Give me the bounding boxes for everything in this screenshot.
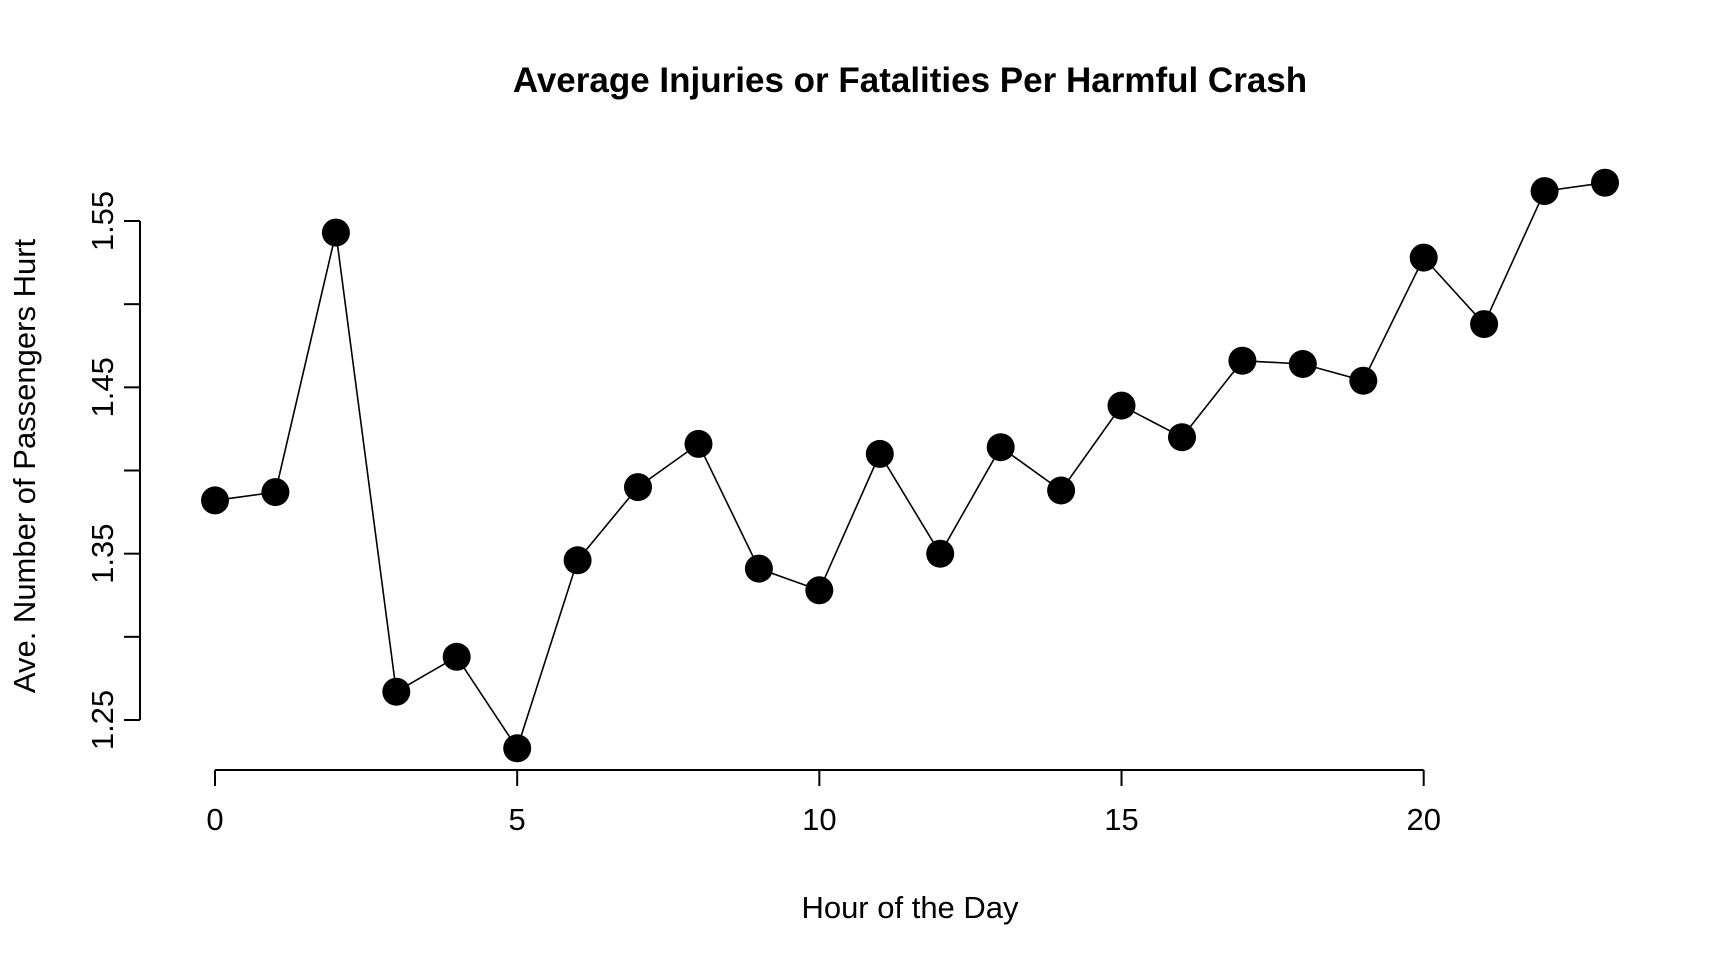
- data-point: [744, 554, 773, 583]
- data-point: [1107, 391, 1136, 420]
- x-axis-label: Hour of the Day: [801, 890, 1019, 925]
- series-line: [214, 181, 1606, 751]
- y-axis: 1.25 1.35 1.45 1.55: [85, 191, 141, 750]
- data-point: [805, 576, 834, 605]
- y-axis-label: Ave. Number of Passengers Hurt: [7, 238, 42, 693]
- x-tick-label: 5: [509, 802, 526, 837]
- data-point: [1470, 310, 1499, 339]
- x-tick-label: 10: [802, 802, 836, 837]
- data-point: [1349, 366, 1378, 395]
- data-point: [201, 486, 229, 515]
- data-point: [261, 478, 290, 507]
- data-point: [684, 429, 713, 458]
- data-point: [563, 546, 592, 575]
- y-tick-label: 1.45: [85, 357, 120, 417]
- data-point: [321, 218, 350, 247]
- y-tick-label: 1.55: [85, 191, 120, 251]
- data-point: [624, 473, 652, 502]
- data-point: [503, 734, 532, 763]
- data-point: [1228, 346, 1257, 375]
- data-point: [1530, 177, 1559, 206]
- x-tick-label: 20: [1406, 802, 1440, 837]
- data-point: [926, 539, 955, 568]
- data-point: [865, 439, 894, 468]
- data-point: [1168, 423, 1196, 452]
- x-tick-label: 0: [206, 802, 223, 837]
- data-point: [1288, 350, 1317, 378]
- data-point: [1047, 476, 1076, 505]
- series-layer: [201, 168, 1619, 763]
- data-point: [382, 677, 411, 706]
- y-tick-label: 1.25: [85, 690, 120, 750]
- data-point: [1591, 168, 1619, 197]
- data-point: [986, 433, 1015, 462]
- x-axis: 0 5 10 15 20: [206, 769, 1441, 837]
- x-tick-label: 15: [1104, 802, 1138, 837]
- chart-title: Average Injuries or Fatalities Per Harmf…: [513, 61, 1307, 100]
- data-point: [442, 642, 471, 671]
- data-point: [1409, 243, 1438, 272]
- y-tick-label: 1.35: [85, 523, 120, 583]
